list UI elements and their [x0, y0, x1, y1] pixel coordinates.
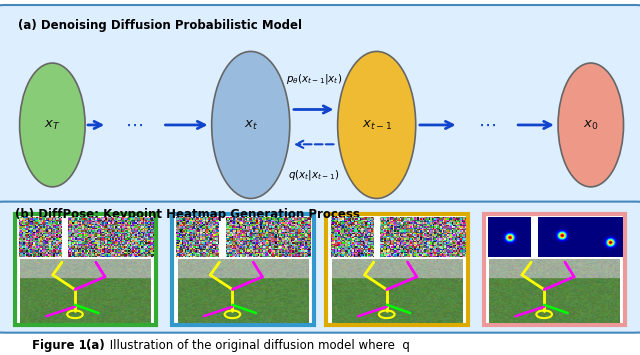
Text: $x_t$: $x_t$: [244, 119, 258, 131]
Text: Illustration of the original diffusion model where  q: Illustration of the original diffusion m…: [106, 339, 410, 352]
FancyBboxPatch shape: [0, 202, 640, 333]
Text: $x_{t-1}$: $x_{t-1}$: [362, 119, 392, 131]
FancyBboxPatch shape: [484, 214, 625, 325]
Ellipse shape: [20, 63, 85, 187]
Text: $q(x_t|x_{t-1})$: $q(x_t|x_{t-1})$: [288, 168, 339, 181]
Text: (a): (a): [86, 339, 105, 352]
Ellipse shape: [338, 51, 416, 198]
FancyBboxPatch shape: [15, 214, 156, 325]
Ellipse shape: [212, 51, 290, 198]
FancyBboxPatch shape: [0, 5, 640, 206]
Text: ···: ···: [245, 230, 257, 243]
Ellipse shape: [558, 63, 623, 187]
Text: $x_0$: $x_0$: [583, 119, 598, 131]
FancyBboxPatch shape: [326, 214, 468, 325]
Text: (b) DiffPose: Keypoint Heatmap Generation Process: (b) DiffPose: Keypoint Heatmap Generatio…: [15, 208, 360, 221]
Text: Figure 1.: Figure 1.: [32, 339, 104, 352]
Text: $\cdots$: $\cdots$: [478, 116, 496, 134]
Text: $\cdots$: $\cdots$: [125, 116, 143, 134]
Text: ···: ···: [557, 230, 569, 243]
FancyBboxPatch shape: [172, 214, 314, 325]
Text: ···: ···: [399, 230, 412, 243]
Text: $p_\theta(x_{t-1}|x_t)$: $p_\theta(x_{t-1}|x_t)$: [285, 72, 342, 86]
Text: ···: ···: [88, 230, 100, 243]
Text: (a) Denoising Diffusion Probabilistic Model: (a) Denoising Diffusion Probabilistic Mo…: [18, 18, 301, 32]
Text: $x_T$: $x_T$: [44, 119, 61, 131]
